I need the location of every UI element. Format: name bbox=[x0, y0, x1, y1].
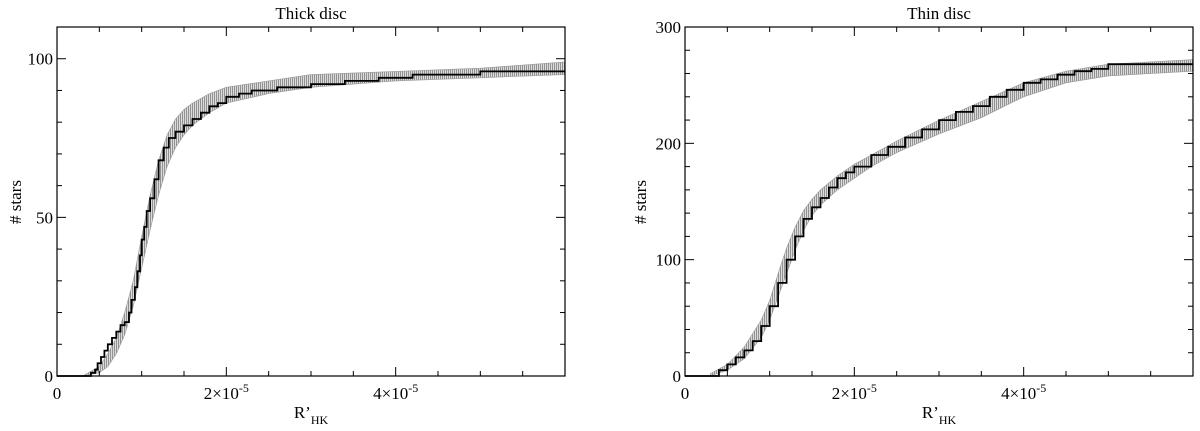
x-axis-label-subscript: HK bbox=[939, 413, 957, 427]
x-tick-label-exponent: -5 bbox=[239, 381, 249, 395]
x-tick-label: 2×10-5 bbox=[204, 381, 249, 403]
y-axis-label: # stars bbox=[631, 180, 650, 224]
y-tick-label: 0 bbox=[673, 367, 682, 386]
y-tick-label: 100 bbox=[28, 50, 54, 69]
observed-cumulative-line bbox=[57, 70, 565, 377]
x-tick-label-text: 2×10 bbox=[204, 384, 239, 403]
chart-title: Thick disc bbox=[275, 4, 347, 23]
x-tick-label-text: 0 bbox=[53, 384, 62, 403]
simulated-envelope-band bbox=[82, 61, 566, 377]
x-tick-label-exponent: -5 bbox=[408, 381, 418, 395]
x-axis-label: R’HK bbox=[922, 403, 957, 427]
x-tick-label: 2×10-5 bbox=[832, 381, 877, 403]
envelope-band-group bbox=[82, 61, 566, 377]
y-tick-label: 200 bbox=[656, 134, 682, 153]
x-axis-label-main: R’ bbox=[294, 403, 311, 422]
envelope-band-group bbox=[710, 59, 1194, 377]
chart-title: Thin disc bbox=[907, 4, 971, 23]
x-tick-label-text: 4×10 bbox=[373, 384, 408, 403]
x-axis-label: R’HK bbox=[294, 403, 329, 427]
x-axis-label-subscript: HK bbox=[311, 413, 329, 427]
x-axis-label-main: R’ bbox=[922, 403, 939, 422]
y-axis-ticks: 0 100 200 300 bbox=[656, 18, 1193, 386]
y-axis-ticks: 0 50 100 bbox=[28, 26, 565, 386]
x-tick-label-text: 4×10 bbox=[1001, 384, 1036, 403]
y-axis-label: # stars bbox=[6, 180, 25, 224]
x-tick-label: 0 bbox=[681, 384, 690, 403]
x-tick-label: 0 bbox=[53, 384, 62, 403]
y-tick-label: 50 bbox=[36, 208, 53, 227]
observed-cumulative-line bbox=[685, 63, 1193, 377]
x-axis-ticks: 0 2×10-5 4×10-5 bbox=[681, 27, 1194, 403]
x-tick-label-exponent: -5 bbox=[1036, 381, 1046, 395]
x-tick-label-text: 0 bbox=[681, 384, 690, 403]
x-tick-label-exponent: -5 bbox=[867, 381, 877, 395]
y-tick-label: 100 bbox=[656, 251, 682, 270]
x-axis-ticks: 0 2×10-5 4×10-5 bbox=[53, 27, 566, 403]
x-tick-label-text: 2×10 bbox=[832, 384, 867, 403]
y-tick-label: 300 bbox=[656, 18, 682, 37]
simulated-envelope-band bbox=[710, 59, 1194, 377]
x-tick-label: 4×10-5 bbox=[1001, 381, 1046, 403]
x-tick-label: 4×10-5 bbox=[373, 381, 418, 403]
y-tick-label: 0 bbox=[45, 367, 54, 386]
